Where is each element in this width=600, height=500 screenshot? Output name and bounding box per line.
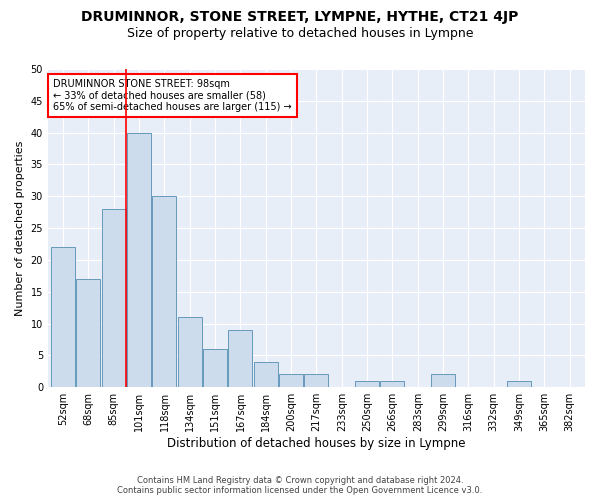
- Text: DRUMINNOR, STONE STREET, LYMPNE, HYTHE, CT21 4JP: DRUMINNOR, STONE STREET, LYMPNE, HYTHE, …: [82, 10, 518, 24]
- Bar: [51, 247, 75, 387]
- Bar: [507, 381, 531, 387]
- Bar: [127, 132, 151, 387]
- Bar: [304, 374, 328, 387]
- Bar: [279, 374, 303, 387]
- Bar: [229, 330, 253, 387]
- Y-axis label: Number of detached properties: Number of detached properties: [15, 140, 25, 316]
- Text: Size of property relative to detached houses in Lympne: Size of property relative to detached ho…: [127, 28, 473, 40]
- Bar: [254, 362, 278, 387]
- Bar: [380, 381, 404, 387]
- Bar: [102, 209, 126, 387]
- Bar: [178, 317, 202, 387]
- Bar: [355, 381, 379, 387]
- Bar: [152, 196, 176, 387]
- X-axis label: Distribution of detached houses by size in Lympne: Distribution of detached houses by size …: [167, 437, 466, 450]
- Bar: [431, 374, 455, 387]
- Text: Contains HM Land Registry data © Crown copyright and database right 2024.
Contai: Contains HM Land Registry data © Crown c…: [118, 476, 482, 495]
- Bar: [203, 349, 227, 387]
- Text: DRUMINNOR STONE STREET: 98sqm
← 33% of detached houses are smaller (58)
65% of s: DRUMINNOR STONE STREET: 98sqm ← 33% of d…: [53, 78, 292, 112]
- Bar: [76, 279, 100, 387]
